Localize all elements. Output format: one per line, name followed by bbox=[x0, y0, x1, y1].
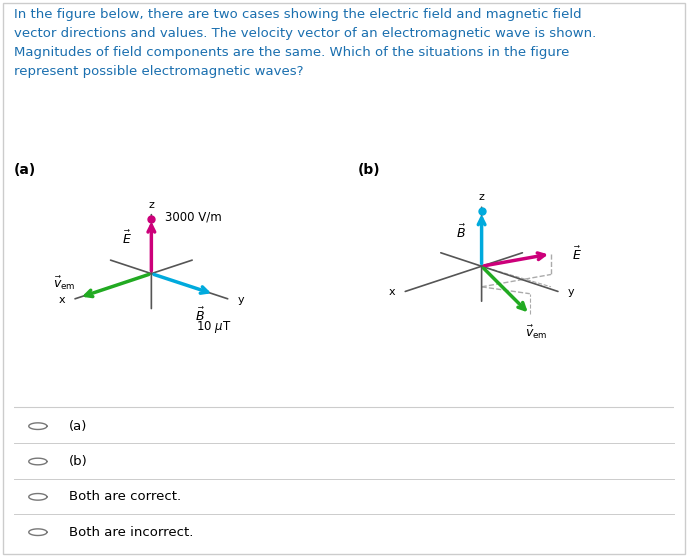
Text: (a): (a) bbox=[69, 419, 87, 433]
Text: $\vec{B}$: $\vec{B}$ bbox=[456, 223, 466, 241]
Text: $\vec{B}$: $\vec{B}$ bbox=[195, 306, 205, 324]
Text: Both are incorrect.: Both are incorrect. bbox=[69, 526, 193, 539]
Text: 3000 V/m: 3000 V/m bbox=[165, 210, 222, 223]
Text: y: y bbox=[568, 287, 574, 297]
Text: (a): (a) bbox=[14, 163, 36, 177]
Text: z: z bbox=[479, 192, 484, 202]
Text: z: z bbox=[149, 200, 154, 210]
Text: (b): (b) bbox=[69, 455, 87, 468]
Text: y: y bbox=[237, 295, 244, 305]
Text: $\vec{v}_{\rm em}$: $\vec{v}_{\rm em}$ bbox=[53, 274, 76, 292]
Text: x: x bbox=[389, 287, 396, 297]
Text: x: x bbox=[59, 295, 65, 305]
Text: $\vec{E}$: $\vec{E}$ bbox=[122, 229, 132, 247]
Text: In the figure below, there are two cases showing the electric field and magnetic: In the figure below, there are two cases… bbox=[14, 8, 596, 78]
Text: (b): (b) bbox=[358, 163, 380, 177]
Text: $\vec{E}$: $\vec{E}$ bbox=[572, 245, 581, 262]
Text: 10 $\mu$T: 10 $\mu$T bbox=[196, 319, 232, 335]
Text: Both are correct.: Both are correct. bbox=[69, 490, 181, 504]
Text: $\vec{v}_{\rm em}$: $\vec{v}_{\rm em}$ bbox=[526, 324, 548, 341]
